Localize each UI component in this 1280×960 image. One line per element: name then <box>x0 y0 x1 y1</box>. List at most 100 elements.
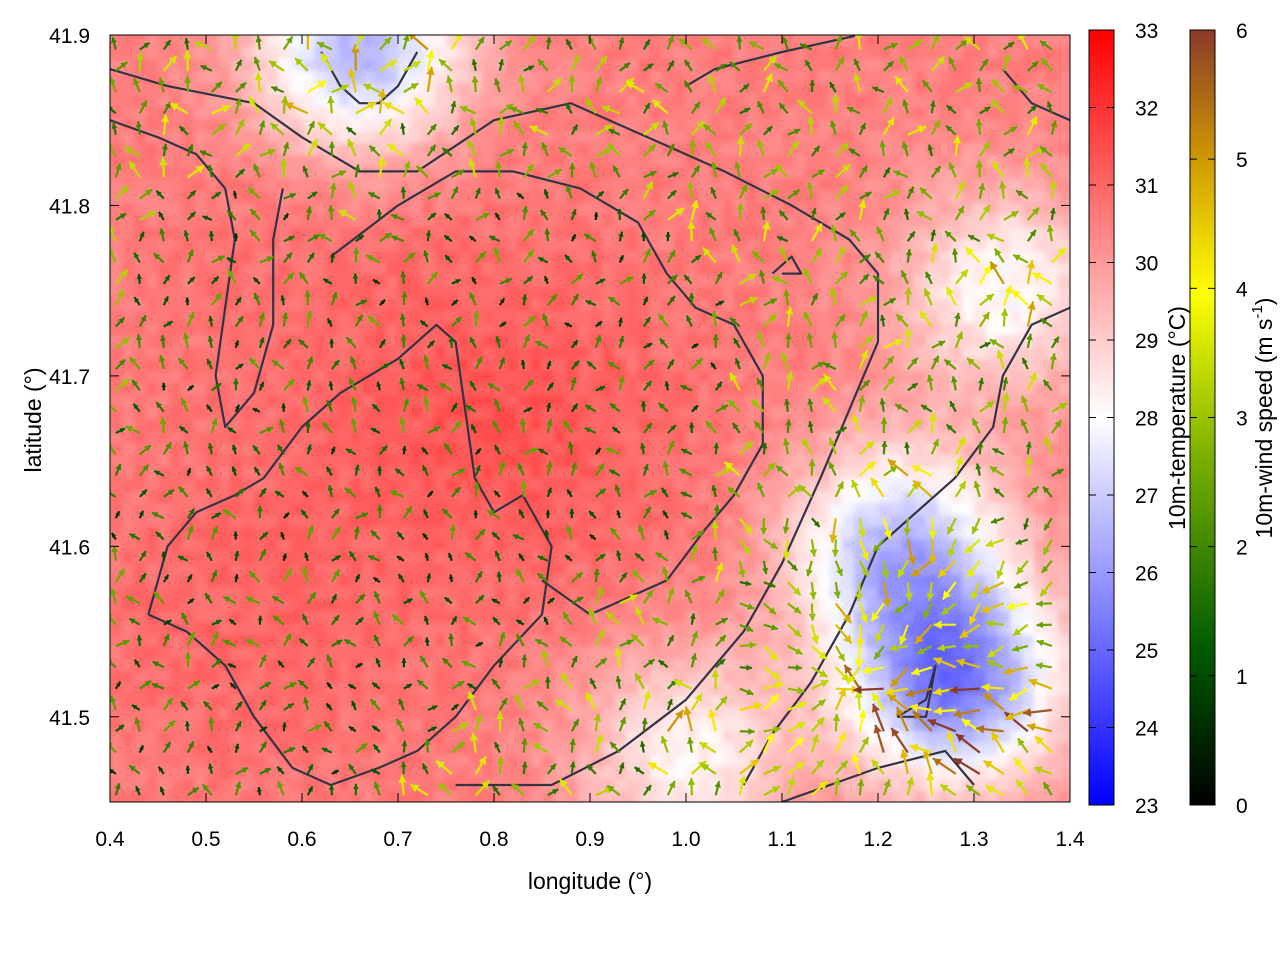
heatmap-cell <box>614 179 627 192</box>
heatmap-cell <box>554 191 567 204</box>
heatmap-cell <box>866 107 879 120</box>
heatmap-cell <box>746 47 759 60</box>
heatmap-cell <box>578 155 591 168</box>
heatmap-cell <box>518 431 531 444</box>
heatmap-cell <box>818 83 831 96</box>
heatmap-cell <box>362 407 375 420</box>
heatmap-cell <box>1070 707 1083 720</box>
heatmap-cell <box>386 479 399 492</box>
heatmap-cell <box>530 491 543 504</box>
heatmap-cell <box>374 599 387 612</box>
heatmap-cell <box>338 503 351 516</box>
heatmap-cell <box>926 131 939 144</box>
heatmap-cell <box>902 131 915 144</box>
heatmap-cell <box>326 731 339 744</box>
heatmap-cell <box>590 119 603 132</box>
heatmap-cell <box>830 47 843 60</box>
heatmap-cell <box>638 731 651 744</box>
heatmap-cell <box>530 347 543 360</box>
heatmap-cell <box>254 203 267 216</box>
heatmap-cell <box>686 563 699 576</box>
heatmap-cell <box>110 251 111 264</box>
heatmap-cell <box>386 299 399 312</box>
heatmap-cell <box>662 47 675 60</box>
heatmap-cell <box>698 707 711 720</box>
heatmap-cell <box>110 299 111 312</box>
heatmap-cell <box>914 95 927 108</box>
heatmap-cell <box>650 155 663 168</box>
heatmap-cell <box>1022 611 1035 624</box>
heatmap-cell <box>1058 455 1070 468</box>
heatmap-cell <box>278 59 291 72</box>
heatmap-cell <box>242 419 255 432</box>
heatmap-cell <box>110 35 111 48</box>
heatmap-cell <box>650 35 663 48</box>
heatmap-cell <box>158 479 171 492</box>
heatmap-cell <box>302 263 315 276</box>
heatmap-cell <box>170 659 183 672</box>
heatmap-cell <box>626 647 639 660</box>
heatmap-cell <box>386 311 399 324</box>
heatmap-cell <box>374 347 387 360</box>
heatmap-cell <box>506 191 519 204</box>
heatmap-cell <box>938 503 951 516</box>
heatmap-cell <box>266 659 279 672</box>
heatmap-cell <box>182 131 195 144</box>
heatmap-cell <box>218 695 231 708</box>
heatmap-cell <box>482 35 495 48</box>
heatmap-cell <box>1022 215 1035 228</box>
heatmap-cell <box>506 599 519 612</box>
heatmap-cell <box>194 431 207 444</box>
heatmap-cell <box>374 719 387 732</box>
heatmap-cell <box>134 647 147 660</box>
heatmap-cell <box>362 167 375 180</box>
heatmap-cell <box>950 83 963 96</box>
heatmap-cell <box>746 155 759 168</box>
heatmap-cell <box>110 395 111 408</box>
heatmap-cell <box>194 71 207 84</box>
heatmap-cell <box>722 743 735 756</box>
heatmap-cell <box>974 707 987 720</box>
heatmap-cell <box>338 695 351 708</box>
heatmap-cell <box>458 347 471 360</box>
heatmap-cell <box>1058 707 1070 720</box>
heatmap-cell <box>842 287 855 300</box>
heatmap-cell <box>110 623 123 636</box>
heatmap-cell <box>722 359 735 372</box>
heatmap-cell <box>122 431 135 444</box>
heatmap-cell <box>302 155 315 168</box>
heatmap-cell <box>386 347 399 360</box>
heatmap-cell <box>890 275 903 288</box>
heatmap-cell <box>170 587 183 600</box>
heatmap-cell <box>398 671 411 684</box>
heatmap-cell <box>470 95 483 108</box>
heatmap-cell <box>614 35 627 36</box>
heatmap-cell <box>146 731 159 744</box>
heatmap-cell <box>434 47 447 60</box>
heatmap-cell <box>950 503 963 516</box>
heatmap-cell <box>338 539 351 552</box>
heatmap-cell <box>398 263 411 276</box>
heatmap-cell <box>530 395 543 408</box>
heatmap-cell <box>302 347 315 360</box>
heatmap-cell <box>338 215 351 228</box>
heatmap-cell <box>350 131 363 144</box>
heatmap-cell <box>338 647 351 660</box>
heatmap-cell <box>878 179 891 192</box>
heatmap-cell <box>878 287 891 300</box>
heatmap-cell <box>278 179 291 192</box>
heatmap-cell <box>434 119 447 132</box>
heatmap-cell <box>902 59 915 72</box>
heatmap-cell <box>422 611 435 624</box>
heatmap-cell <box>302 143 315 156</box>
heatmap-cell <box>182 407 195 420</box>
heatmap-cell <box>818 731 831 744</box>
heatmap-cell <box>914 143 927 156</box>
heatmap-cell <box>338 299 351 312</box>
heatmap-cell <box>794 251 807 264</box>
heatmap-cell <box>638 155 651 168</box>
heatmap-cell <box>950 263 963 276</box>
heatmap-cell <box>374 563 387 576</box>
heatmap-cell <box>698 167 711 180</box>
heatmap-cell <box>230 179 243 192</box>
